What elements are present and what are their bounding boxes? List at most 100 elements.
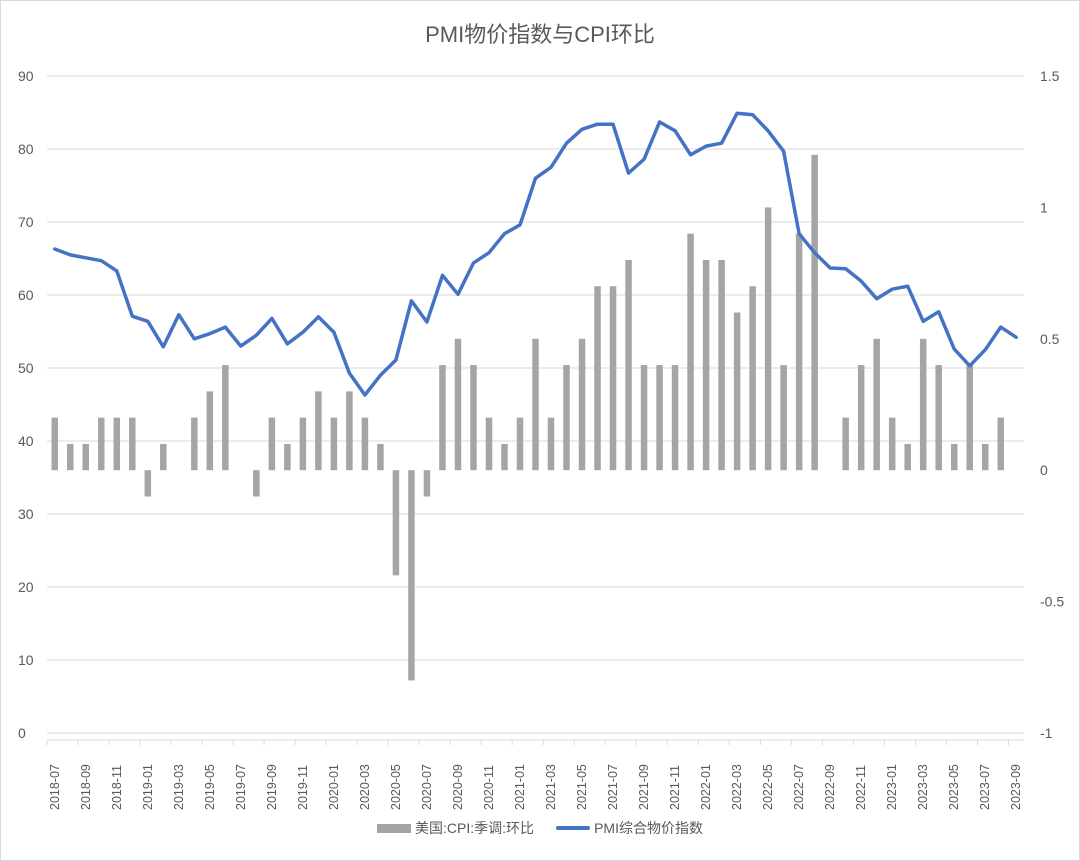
- cpi-bar: [206, 391, 214, 471]
- cpi-bar: [346, 391, 353, 471]
- left-tick-label: 40: [18, 433, 34, 449]
- x-tick-label: 2023-01: [885, 764, 899, 810]
- cpi-bar: [625, 259, 632, 471]
- cpi-bar: [82, 443, 90, 471]
- x-tick-label: 2019-05: [203, 764, 217, 810]
- cpi-bar: [873, 338, 880, 471]
- cpi-bar: [144, 470, 152, 497]
- left-tick-label: 70: [18, 214, 34, 230]
- x-tick-label: 2023-03: [916, 764, 930, 810]
- right-tick-label: -1: [1040, 725, 1053, 741]
- cpi-bar: [408, 470, 415, 681]
- cpi-bar: [594, 286, 601, 471]
- cpi-bar: [888, 417, 896, 471]
- cpi-bar: [315, 391, 322, 471]
- x-tick-label: 2019-09: [265, 764, 279, 810]
- x-axis: 2018-07 2018-09 2018-11 2019-01 2019-03 2019-…: [46, 739, 1024, 810]
- left-tick-label: 60: [18, 287, 34, 303]
- cpi-bar: [253, 470, 260, 497]
- cpi-bar: [67, 443, 74, 471]
- x-tick-label: 2021-07: [606, 764, 620, 810]
- cpi-bar: [51, 417, 59, 471]
- cpi-bar: [609, 286, 617, 471]
- cpi-bar: [113, 417, 121, 471]
- x-tick-label: 2021-05: [575, 764, 589, 810]
- x-tick-label: 2023-09: [1009, 764, 1023, 810]
- cpi-bar: [733, 312, 741, 471]
- x-tick-label: 2019-11: [296, 765, 310, 810]
- x-tick-label: 2022-05: [761, 764, 775, 810]
- cpi-bar-series: [51, 154, 1004, 681]
- x-tick-label: 2022-03: [730, 764, 744, 810]
- right-tick-label: 1.5: [1040, 68, 1060, 84]
- cpi-bar: [516, 417, 524, 471]
- left-tick-label: 10: [18, 652, 34, 668]
- legend-item-pmi: PMI综合物价指数: [556, 818, 703, 838]
- cpi-bar: [268, 417, 276, 471]
- cpi-bar: [377, 443, 384, 471]
- cpi-bar: [222, 365, 229, 471]
- x-tick-label: 2018-09: [79, 764, 93, 810]
- x-tick-label: 2020-03: [358, 764, 372, 810]
- cpi-bar: [330, 417, 338, 471]
- x-tick-label: 2020-01: [327, 764, 341, 810]
- right-tick-label: 0.5: [1040, 331, 1060, 347]
- cpi-bar: [423, 470, 431, 497]
- left-y-axis: 0 10 20 30 40 50 60 70 80 90: [18, 68, 34, 741]
- cpi-bar: [842, 417, 849, 471]
- legend-label-cpi: 美国:CPI:季调:环比: [415, 820, 535, 836]
- cpi-bar: [392, 470, 400, 576]
- cpi-bar: [780, 365, 787, 471]
- cpi-bar: [470, 365, 477, 471]
- cpi-bar: [997, 417, 1004, 471]
- cpi-bar: [981, 443, 989, 471]
- x-tick-label: 2022-07: [792, 764, 806, 810]
- cpi-bar: [361, 417, 369, 471]
- x-tick-label: 2021-03: [544, 764, 558, 810]
- legend: 美国:CPI:季调:环比 PMI综合物价指数: [0, 818, 1080, 838]
- legend-label-pmi: PMI综合物价指数: [594, 820, 703, 836]
- cpi-bar: [935, 365, 942, 471]
- cpi-bar: [966, 365, 973, 471]
- x-tick-label: 2021-11: [668, 765, 682, 810]
- cpi-bar: [687, 233, 694, 471]
- cpi-bar: [640, 365, 648, 471]
- cpi-bar: [284, 443, 291, 471]
- x-tick-label: 2023-07: [978, 764, 992, 810]
- cpi-bar: [904, 443, 911, 471]
- cpi-bar: [485, 417, 493, 471]
- x-tick-label: 2021-09: [637, 764, 651, 810]
- cpi-bar: [98, 417, 105, 471]
- cpi-bar: [578, 338, 586, 471]
- cpi-bar: [129, 417, 136, 471]
- left-tick-label: 80: [18, 141, 34, 157]
- x-tick-label: 2023-05: [947, 764, 961, 810]
- cpi-bar: [857, 365, 865, 471]
- cpi-bar: [811, 154, 818, 471]
- cpi-bar: [532, 338, 539, 471]
- cpi-bar: [547, 417, 555, 471]
- x-tick-label: 2020-07: [420, 764, 434, 810]
- x-tick-label: 2019-07: [234, 764, 248, 810]
- line-swatch-icon: [556, 826, 591, 830]
- right-tick-label: 1: [1040, 199, 1048, 215]
- cpi-bar: [299, 417, 307, 471]
- cpi-bar: [795, 233, 803, 471]
- x-tick-label: 2019-01: [141, 764, 155, 810]
- left-tick-label: 90: [18, 68, 34, 84]
- right-tick-label: 0: [1040, 462, 1048, 478]
- x-tick-label: 2018-11: [110, 765, 124, 810]
- cpi-bar: [950, 443, 958, 471]
- cpi-bar: [718, 259, 725, 471]
- cpi-bar: [919, 338, 927, 471]
- x-tick-label: 2022-01: [699, 764, 713, 810]
- cpi-bar: [160, 443, 167, 471]
- left-tick-label: 0: [18, 725, 26, 741]
- cpi-bar: [439, 365, 446, 471]
- cpi-bar: [191, 417, 198, 471]
- right-tick-label: -0.5: [1040, 594, 1064, 610]
- cpi-bar: [454, 338, 462, 471]
- pmi-line-series: [53, 111, 1018, 397]
- cpi-bar: [749, 286, 756, 471]
